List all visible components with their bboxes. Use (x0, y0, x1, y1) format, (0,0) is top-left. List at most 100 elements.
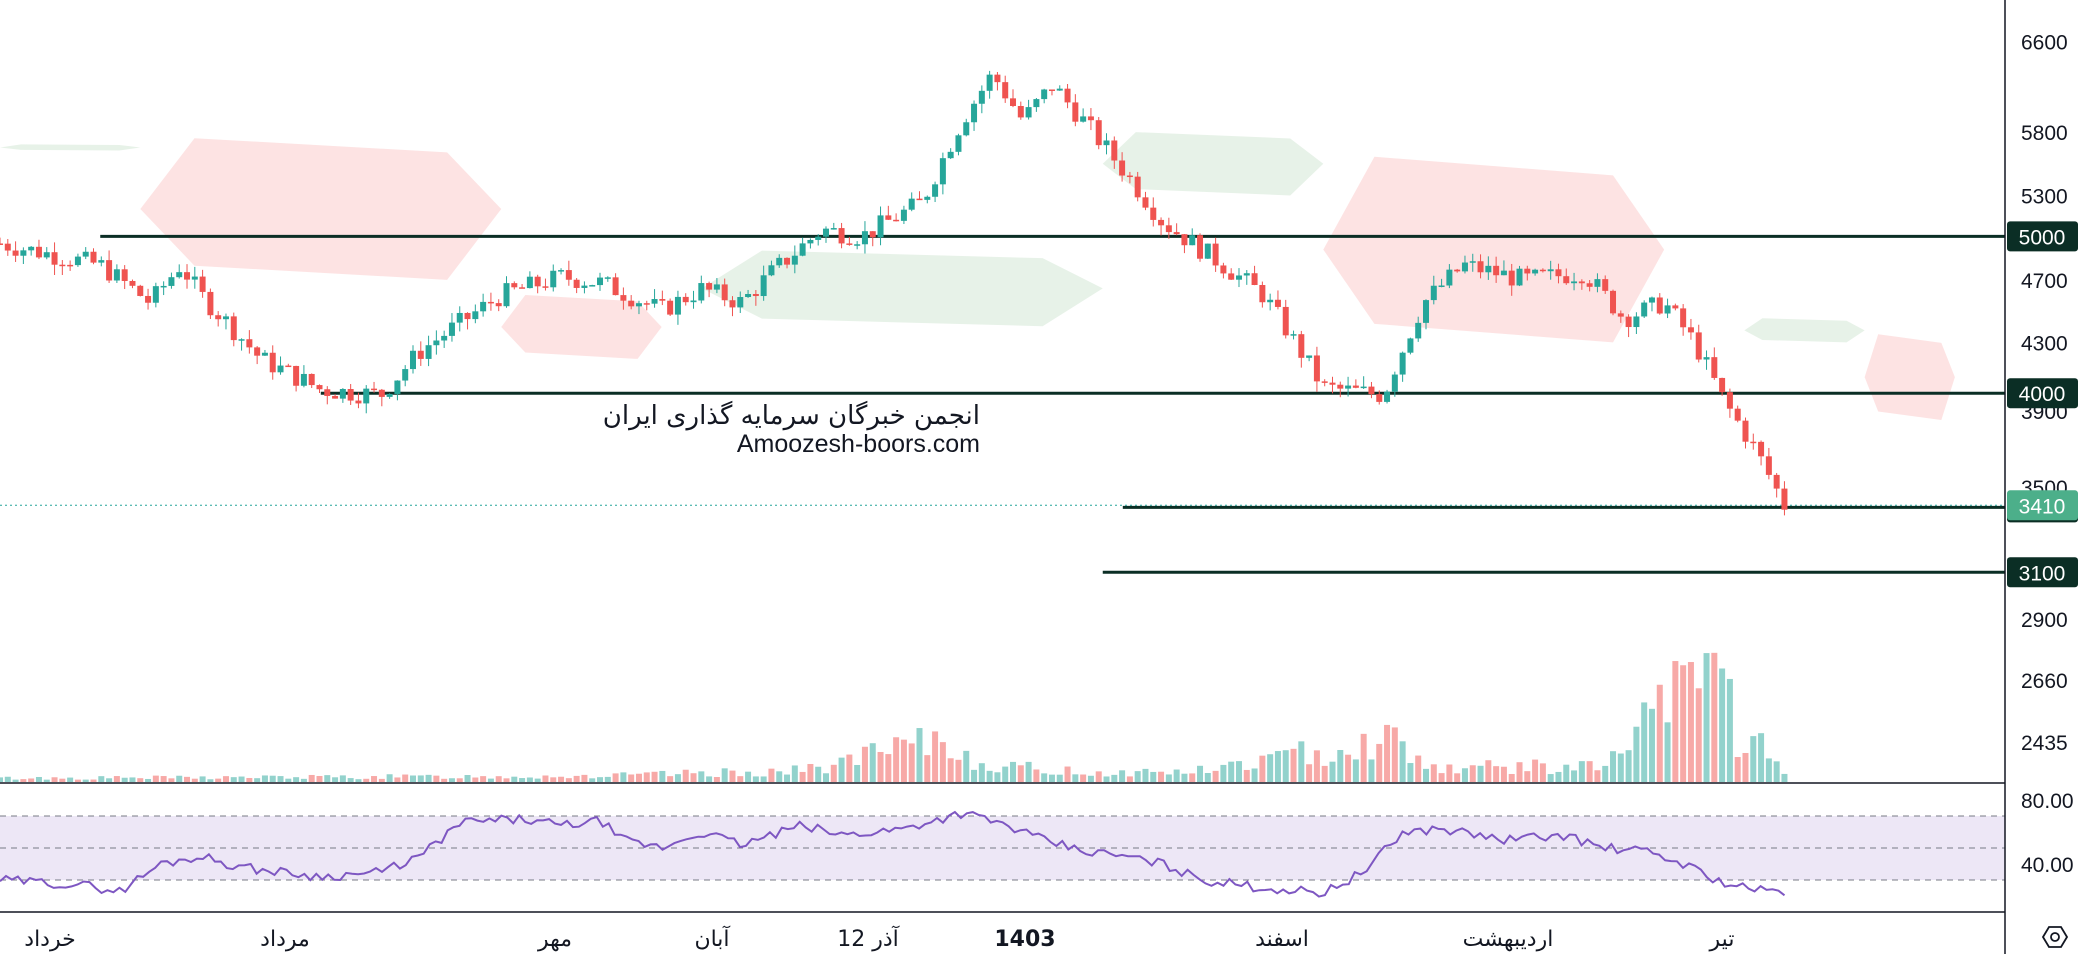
candle-body (1072, 102, 1079, 122)
cloud-segment-1 (140, 138, 502, 280)
volume-bar (511, 776, 518, 782)
candle-body (1742, 420, 1749, 442)
volume-bar (1025, 761, 1032, 782)
volume-bar (1197, 765, 1204, 782)
candle-body (495, 303, 502, 307)
candle-body (1773, 474, 1780, 489)
volume-bar (90, 779, 97, 782)
candle-body (90, 251, 97, 263)
candle-body (682, 296, 689, 303)
candle-body (1158, 219, 1165, 226)
candle-body (1446, 269, 1453, 286)
price-tick-label: 5300 (2021, 185, 2068, 208)
rsi-tick-label: 40.00 (2021, 854, 2074, 877)
volume-bar (604, 776, 611, 782)
volume-bar (963, 750, 970, 782)
price-tick-label: 6600 (2021, 31, 2068, 54)
volume-bar (1259, 755, 1266, 782)
volume-bar (1103, 776, 1110, 782)
candle-body (1578, 281, 1585, 284)
candle-body (1142, 197, 1149, 208)
candle-body (745, 293, 752, 298)
volume-bar (1306, 764, 1313, 782)
volume-bar (1765, 758, 1772, 782)
candle-body (1485, 265, 1492, 273)
volume-bar (713, 777, 720, 782)
level-label-3100: 3100 (2019, 562, 2066, 585)
candle-body (978, 90, 985, 104)
candle-body (1625, 316, 1632, 328)
volume-bar (441, 778, 448, 782)
volume-bar (1734, 757, 1741, 782)
candle-body (1680, 308, 1687, 328)
candle-body (1672, 305, 1679, 309)
volume-bar (1228, 761, 1235, 782)
volume-bar (191, 778, 198, 782)
volume-bar (1002, 766, 1009, 782)
candle-body (1298, 334, 1305, 358)
volume-bar (293, 777, 300, 782)
volume-bar (1212, 770, 1219, 782)
volume-bar (1064, 766, 1071, 782)
candle-body (113, 269, 120, 281)
volume-bar (682, 769, 689, 782)
volume-bar (1773, 761, 1780, 782)
volume-bar (729, 770, 736, 782)
volume-bar (737, 776, 744, 782)
volume-bar (1056, 774, 1063, 782)
volume-bar (238, 776, 245, 782)
volume-bar (869, 743, 876, 782)
volume-bar (1337, 750, 1344, 782)
volume-bar (1282, 750, 1289, 782)
candle-body (35, 246, 42, 258)
volume-bar (347, 778, 354, 782)
candle-body (386, 393, 393, 397)
volume-bar (1173, 769, 1180, 782)
volume-bar (698, 771, 705, 782)
volume-bar (659, 770, 666, 782)
candle-body (1407, 338, 1414, 353)
candle-body (877, 215, 884, 238)
level-label-4000: 4000 (2019, 383, 2066, 406)
candle-body (698, 283, 705, 301)
volume-bar (1352, 759, 1359, 782)
candle-body (885, 215, 892, 220)
volume-bar (199, 776, 206, 782)
candle-body (254, 347, 261, 356)
volume-bar (215, 778, 222, 782)
candle-body (1313, 355, 1320, 382)
volume-bar (308, 774, 315, 782)
volume-bar (1181, 773, 1188, 782)
candle-body (441, 335, 448, 341)
candle-body (1111, 140, 1118, 161)
candle-body (1648, 297, 1655, 303)
candle-body (222, 316, 229, 320)
volume-bar (1461, 768, 1468, 782)
candle-body (1477, 261, 1484, 273)
candle-body (1656, 297, 1663, 314)
settings-hexagon-icon[interactable] (2040, 922, 2070, 952)
support-resistance-levels[interactable] (0, 234, 2005, 574)
candle-body (620, 295, 627, 301)
volume-bar (838, 757, 845, 782)
level-label-3100-bg (2007, 557, 2078, 588)
candle-body (487, 301, 494, 304)
candle-body (1376, 394, 1383, 402)
candle-body (1695, 332, 1702, 360)
volume-bar (1415, 755, 1422, 782)
volume-bar (1485, 760, 1492, 782)
candle-body (1095, 120, 1102, 146)
volume-bar (324, 775, 331, 782)
volume-bar (752, 776, 759, 782)
volume-bar (799, 771, 806, 782)
candle-body (355, 400, 362, 404)
volume-bar (1142, 768, 1149, 782)
candle-body (604, 277, 611, 279)
candle-body (1703, 357, 1710, 360)
candle-body (378, 389, 385, 397)
volume-bar (59, 778, 66, 782)
volume-bar (1524, 771, 1531, 782)
candle-body (822, 228, 829, 237)
candle-body (1345, 385, 1352, 389)
